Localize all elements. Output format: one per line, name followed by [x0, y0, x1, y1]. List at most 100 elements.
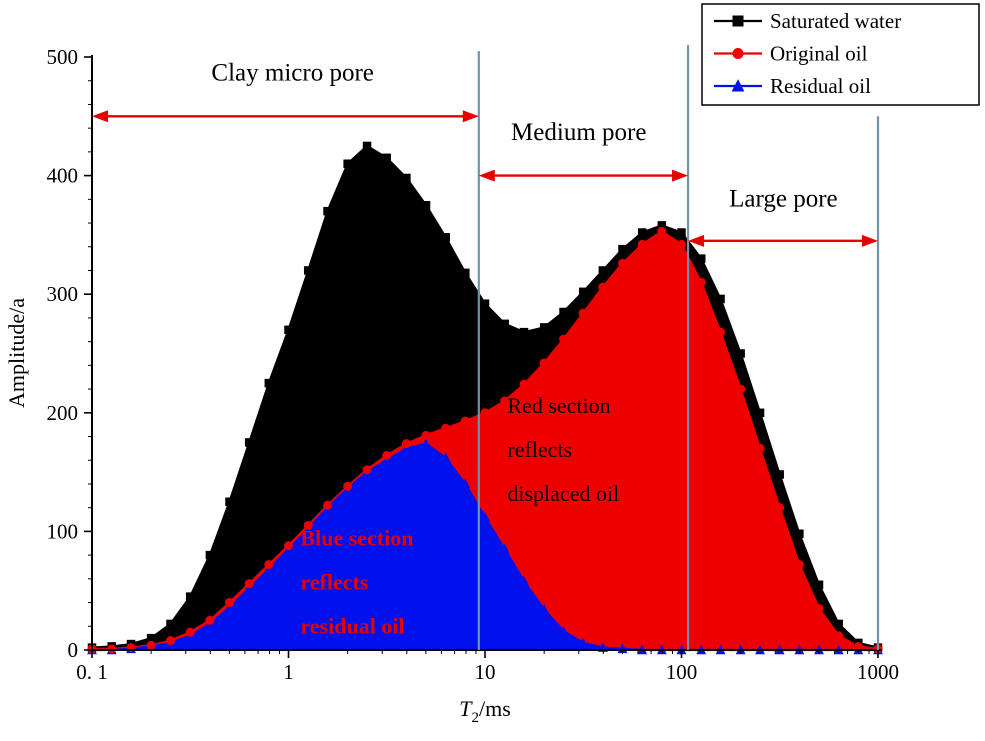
square-marker [539, 323, 549, 332]
circle-marker [401, 439, 411, 449]
square-marker [441, 233, 450, 242]
circle-marker [343, 481, 353, 491]
y-tick-label: 400 [47, 164, 79, 188]
circle-marker [559, 334, 569, 344]
circle-marker [539, 358, 549, 368]
area-original-oil [92, 231, 878, 651]
circle-marker [107, 644, 117, 654]
circle-marker [618, 258, 628, 268]
arrow-head-right [862, 234, 878, 247]
circle-marker [362, 465, 372, 475]
circle-marker [637, 239, 647, 249]
square-marker [736, 349, 745, 358]
triangle-legend-marker [731, 79, 745, 92]
triangle-marker [440, 452, 451, 463]
blue-section-note-line: Blue section [300, 526, 413, 551]
y-tick-label: 100 [47, 519, 79, 543]
circle-marker [185, 627, 195, 637]
square-marker [382, 153, 391, 163]
legend-label: Original oil [770, 42, 868, 66]
arrow-medium-pore [478, 169, 689, 182]
square-marker [225, 497, 234, 506]
square-marker [559, 307, 568, 317]
square-marker [598, 266, 608, 275]
triangle-marker [558, 625, 569, 636]
square-marker [578, 287, 588, 297]
square-marker [657, 221, 667, 230]
circle-marker [166, 636, 176, 646]
square-marker [677, 228, 686, 237]
triangle-marker [519, 575, 529, 586]
x-tick-label: 10 [475, 660, 496, 684]
square-marker [834, 619, 843, 629]
y-tick-label: 200 [47, 401, 79, 425]
square-marker [323, 206, 332, 216]
circle-marker [205, 615, 215, 625]
legend: Saturated water Original oil Residual oil [701, 3, 980, 106]
area-residual-oil [92, 443, 878, 650]
x-axis-title: T2/ms [459, 696, 511, 726]
circle-marker [598, 282, 608, 292]
triangle-marker [480, 511, 490, 522]
square-marker [244, 438, 254, 447]
circle-marker [225, 598, 235, 608]
square-marker [303, 266, 313, 275]
circle-marker [736, 384, 746, 394]
y-tick-label: 500 [47, 45, 79, 69]
circle-marker [146, 640, 156, 650]
arrow-head-right [462, 110, 479, 123]
square-marker [402, 173, 411, 183]
square-marker [166, 619, 175, 629]
circle-marker [519, 379, 529, 389]
circle-marker [814, 603, 824, 613]
x-tick-label: 1 [283, 660, 294, 684]
arrow-head-left [688, 234, 705, 247]
triangle-marker [421, 438, 431, 448]
y-tick-label: 300 [47, 282, 79, 306]
triangle-marker [578, 637, 589, 648]
legend-label: Saturated water [770, 9, 901, 33]
square-marker [480, 299, 490, 308]
circle-marker [303, 520, 313, 530]
square-marker [519, 327, 529, 337]
circle-marker [696, 277, 706, 287]
square-marker [146, 633, 156, 643]
square-marker [362, 141, 372, 151]
x-tick-label: 1000 [857, 660, 899, 684]
circle-marker [382, 450, 392, 460]
y-axis-title: Amplitude/a [4, 298, 29, 408]
y-tick-label: 0 [68, 638, 79, 662]
arrow-head-left [478, 169, 495, 182]
circle-marker [834, 631, 844, 641]
circle-marker [853, 641, 863, 651]
x-tick-label: 100 [666, 660, 698, 684]
square-marker [343, 159, 352, 168]
square-marker [716, 294, 725, 304]
circle-marker [480, 408, 490, 418]
medium-pore-label: Medium pore [511, 119, 646, 146]
circle-legend-marker [732, 48, 744, 59]
circle-marker [716, 327, 726, 337]
red-section-note-line: displaced oil [507, 481, 619, 506]
square-marker [637, 228, 647, 237]
circle-marker [657, 226, 667, 236]
red-section-note: Red section reflects displaced oil [507, 393, 619, 506]
x-tick-label: 0. 1 [76, 660, 108, 684]
markers-original-oil [87, 226, 883, 654]
circle-marker [244, 579, 254, 589]
square-marker [755, 408, 765, 418]
square-marker [185, 592, 195, 601]
large-pore-label: Large pore [729, 185, 838, 212]
circle-marker [775, 503, 785, 513]
square-marker [461, 268, 470, 278]
axes: 0 100 200 300 400 500 0. 1 1 10 100 1000 [47, 45, 900, 684]
arrow-head-right [672, 169, 689, 182]
circle-marker [677, 239, 686, 249]
clay-micro-pore-label: Clay micro pore [211, 60, 373, 87]
square-marker [500, 319, 509, 329]
square-marker [795, 529, 804, 539]
square-marker [284, 325, 293, 335]
square-marker [421, 201, 431, 210]
circle-marker [284, 541, 293, 551]
